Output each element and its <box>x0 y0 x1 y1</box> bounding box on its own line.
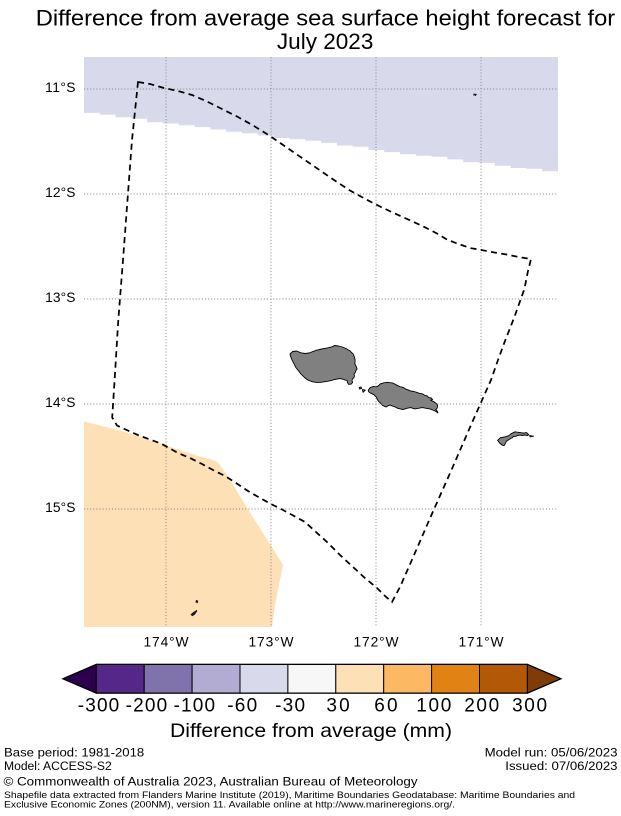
svg-text:13°S: 13°S <box>45 290 75 305</box>
svg-text:Exclusive Economic Zones (200N: Exclusive Economic Zones (200NM), versio… <box>4 800 455 811</box>
svg-text:-300: -300 <box>78 696 120 717</box>
svg-text:11°S: 11°S <box>45 80 75 95</box>
svg-text:-100: -100 <box>174 696 216 717</box>
svg-text:172°W: 172°W <box>354 635 399 650</box>
svg-text:-200: -200 <box>126 696 168 717</box>
svg-text:Difference from average (mm): Difference from average (mm) <box>170 720 452 742</box>
svg-text:-60: -60 <box>227 696 257 717</box>
svg-text:173°W: 173°W <box>249 635 294 650</box>
svg-text:-30: -30 <box>275 696 305 717</box>
svg-text:Model run: 05/06/2023: Model run: 05/06/2023 <box>485 746 618 760</box>
svg-text:Issued: 07/06/2023: Issued: 07/06/2023 <box>505 759 617 773</box>
svg-text:200: 200 <box>464 696 499 717</box>
svg-text:Model: ACCESS-S2: Model: ACCESS-S2 <box>4 759 112 773</box>
svg-text:Base period: 1981-2018: Base period: 1981-2018 <box>4 746 144 760</box>
svg-text:© Commonwealth of Australia 20: © Commonwealth of Australia 2023, Austra… <box>4 774 419 788</box>
svg-text:171°W: 171°W <box>459 635 504 650</box>
svg-text:15°S: 15°S <box>45 500 75 515</box>
svg-text:300: 300 <box>512 696 547 717</box>
svg-text:14°S: 14°S <box>45 395 75 410</box>
svg-text:Difference from average sea su: Difference from average sea surface heig… <box>36 6 615 31</box>
svg-text:12°S: 12°S <box>45 185 75 200</box>
svg-text:July 2023: July 2023 <box>277 29 374 54</box>
svg-text:174°W: 174°W <box>144 635 189 650</box>
svg-text:100: 100 <box>416 696 451 717</box>
svg-text:Shapefile data extracted from: Shapefile data extracted from Flanders M… <box>4 790 575 801</box>
